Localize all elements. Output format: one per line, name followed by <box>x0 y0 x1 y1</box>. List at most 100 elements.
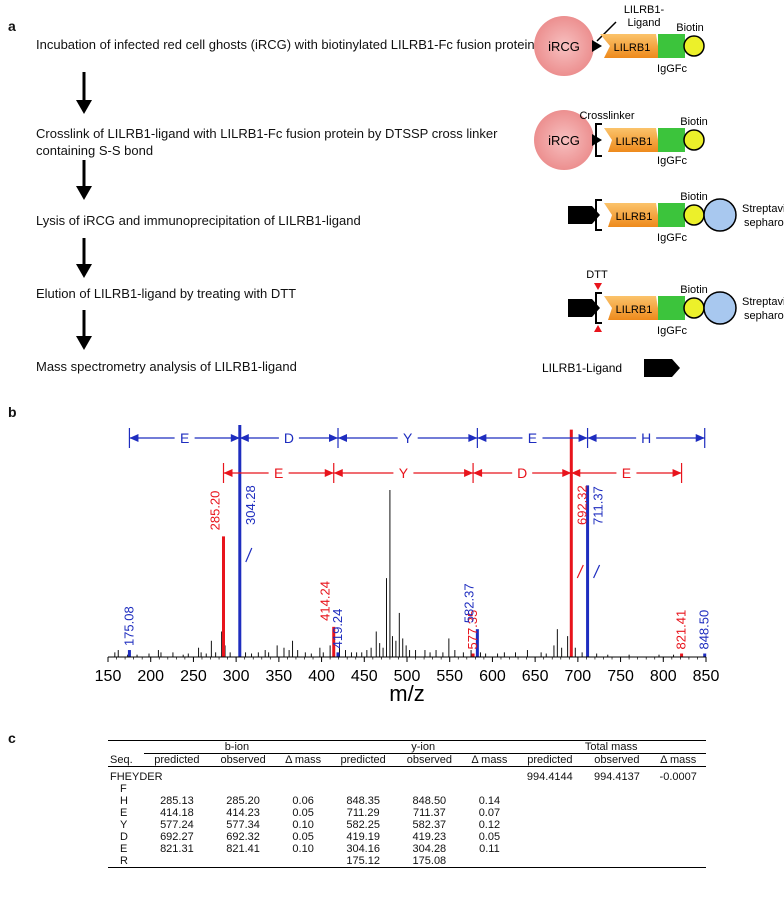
table-cell: 582.25 <box>346 819 380 831</box>
svg-text:sepharose: sepharose <box>744 310 784 322</box>
workflow-step-4: Elution of LILRB1-ligand by treating wit… <box>36 286 297 301</box>
table-cell <box>516 795 583 807</box>
crosslinker-label: Crosslinker <box>579 110 634 122</box>
ladder-arrow-y <box>587 434 597 442</box>
peak-label-y-848.50: 848.50 <box>697 610 712 650</box>
ladder-arrow-y <box>230 434 240 442</box>
table-cell: F <box>120 783 127 795</box>
ladder-label-bg <box>512 464 533 482</box>
workflow-step-1: Incubation of infected red cell ghosts (… <box>36 37 535 52</box>
table-cell <box>583 807 650 819</box>
label-connector <box>245 547 253 563</box>
panel-label-b: b <box>8 404 17 420</box>
table-cell <box>210 783 276 795</box>
ladder-arrow-y <box>468 434 478 442</box>
irgc-cell-icon-2 <box>534 110 594 170</box>
ligand-icon <box>592 40 602 52</box>
ladder-letter-y: H <box>641 430 651 446</box>
table-cell: R <box>108 855 144 868</box>
ladder-label-bg <box>522 429 543 447</box>
ladder-arrow-b <box>464 469 474 477</box>
table-cell: 419.19 <box>346 831 380 843</box>
svg-text:IgGFc: IgGFc <box>657 325 687 337</box>
table-row: Y 577.24 577.34 0.10 582.25 582.37 0.12 <box>108 819 706 831</box>
table-cell: 577.34 <box>226 819 260 831</box>
x-tick-label: 600 <box>479 668 506 685</box>
schematic-immunoprecipitation: LILRB1 Biotin Streptavidin sepharose IgG… <box>568 191 784 244</box>
table-cell: 692.27 <box>160 831 194 843</box>
x-tick-label: 800 <box>650 668 677 685</box>
table-cell: 821.41 <box>226 843 260 855</box>
table-cell <box>650 855 706 868</box>
svg-text:Biotin: Biotin <box>680 284 708 296</box>
column-header: predicted <box>143 753 210 767</box>
peak-label-b-285.20: 285.20 <box>207 491 222 531</box>
sequence-label: FHEYDER <box>110 771 163 783</box>
table-cell <box>516 783 583 795</box>
table-cell <box>276 783 330 795</box>
x-tick-label: 700 <box>565 668 592 685</box>
x-tick-label: 150 <box>95 668 122 685</box>
table-cell <box>143 855 210 868</box>
table-cell <box>516 855 584 868</box>
legend-ligand-icon <box>644 359 680 377</box>
ladder-label-bg <box>393 464 414 482</box>
table-cell: 0.06 <box>292 795 314 807</box>
table-cell: 285.20 <box>226 795 260 807</box>
spectrum-annotations: 285.20 414.24 577.35 692.32 821.41 175.08 304.… <box>121 428 712 650</box>
biotin-label: Biotin <box>676 22 704 34</box>
ladder-arrow-y <box>578 434 588 442</box>
table-cell <box>330 783 396 795</box>
table-cell <box>144 783 210 795</box>
ladder-letter-y: Y <box>403 430 413 446</box>
table-cell: 285.13 <box>160 795 194 807</box>
sequence-row: FHEYDER 994.4144 994.4137 -0.0007 <box>108 767 706 784</box>
table-cell: 848.50 <box>412 795 447 807</box>
x-tick-label: 300 <box>223 668 250 685</box>
ladder-label-bg <box>616 464 637 482</box>
ladder-arrow-b <box>324 469 334 477</box>
ladder-letter-b: E <box>622 465 631 481</box>
table-cell: 414.18 <box>160 807 194 819</box>
table-cell: 0.10 <box>292 843 314 855</box>
label-connector <box>593 564 601 579</box>
schematic-elution: DTT LILRB1 Biotin Streptavidin sepharose… <box>568 269 784 337</box>
table-cell: E <box>120 843 128 855</box>
table-cell: 692.32 <box>226 831 260 843</box>
workflow-step-2: Crosslink of LILRB1-ligand with LILRB1-F… <box>36 126 498 158</box>
table-cell <box>583 855 651 868</box>
spectrum-peaks <box>114 425 707 657</box>
table-cell: 582.37 <box>412 819 447 831</box>
biotin-icon <box>683 35 705 57</box>
svg-text:LILRB1: LILRB1 <box>616 211 653 223</box>
svg-text:LILRB1: LILRB1 <box>616 304 653 316</box>
table-cell: 711.37 <box>412 807 446 819</box>
column-header: predicted <box>516 753 584 767</box>
x-tick-label: 350 <box>266 668 293 685</box>
legend-ligand-label: LILRB1-Ligand <box>542 361 622 375</box>
schematic-incubation: iRCG LILRB1- Ligand LILRB1 Biotin IgGFc <box>534 4 705 76</box>
table-header-row: Seq. predicted observed Δ mass predicted obse… <box>108 753 706 767</box>
group-header-total: Total mass <box>516 740 706 754</box>
ladder-letter-b: E <box>274 465 283 481</box>
x-tick-label: 400 <box>308 668 335 685</box>
table-cell: 711.29 <box>346 807 380 819</box>
crosslinker-bracket-icon <box>595 123 602 157</box>
table-cell: H <box>120 795 128 807</box>
table-cell <box>650 783 706 795</box>
table-cell: 414.23 <box>226 807 260 819</box>
ladder-arrow-b <box>672 469 682 477</box>
ligand-icon-3 <box>568 206 600 224</box>
peak-label-b-821.41: 821.41 <box>674 610 689 650</box>
table-cell <box>516 819 583 831</box>
table-cell: 0.05 <box>292 807 314 819</box>
table-cell <box>583 795 650 807</box>
peak-label-y-711.37: 711.37 <box>591 486 606 525</box>
column-header: Δ mass <box>276 753 331 767</box>
workflow-step-5: Mass spectrometry analysis of LILRB1-lig… <box>36 359 297 374</box>
spectrum-x-axis: 150 200 250 300 350 400 450 500 550 600 650 700 750 8… <box>95 656 719 706</box>
table-cell: 304.28 <box>412 843 447 855</box>
table-cell <box>583 843 650 855</box>
peak-label-y-419.24: 419.24 <box>330 609 345 649</box>
x-tick-label: 550 <box>436 668 463 685</box>
